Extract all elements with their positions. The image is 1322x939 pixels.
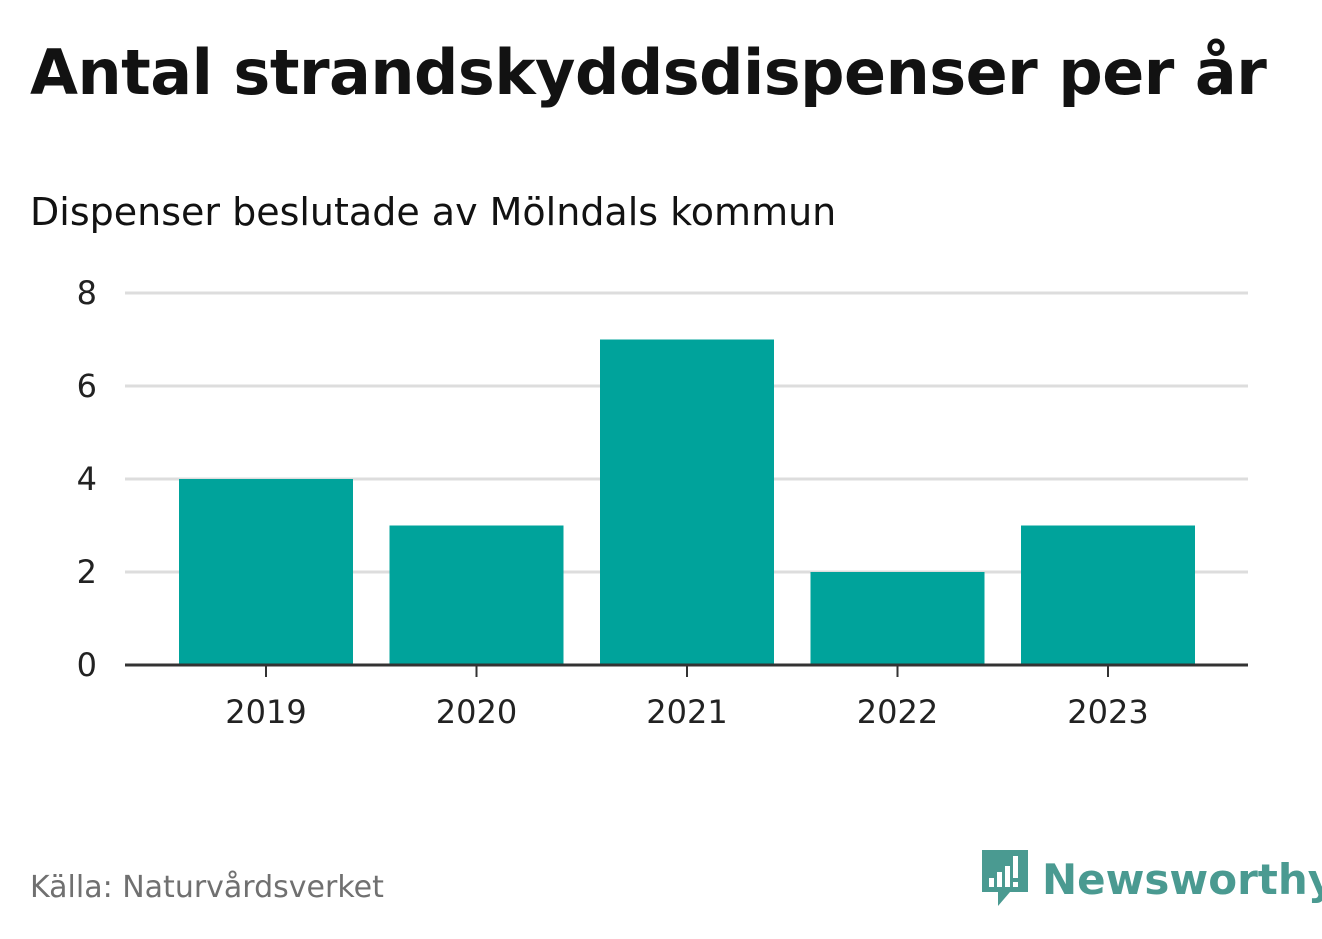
brand-name: Newsworthy xyxy=(1042,854,1322,904)
y-tick-label: 4 xyxy=(77,460,97,498)
y-tick-label: 2 xyxy=(77,553,97,591)
bars xyxy=(179,339,1195,666)
x-tick-label: 2021 xyxy=(646,693,727,731)
source-note: Källa: Naturvårdsverket xyxy=(30,870,384,905)
chart-title: Antal strandskyddsdispenser per år xyxy=(30,36,1267,109)
x-tick-label: 2019 xyxy=(225,693,306,731)
bar-2019[interactable] xyxy=(179,479,353,665)
bar-2020[interactable] xyxy=(389,525,564,666)
newsworthy-logo-icon xyxy=(982,850,1028,906)
bar-2023[interactable] xyxy=(1021,525,1195,666)
y-tick-label: 0 xyxy=(77,646,97,684)
bar-2022[interactable] xyxy=(810,572,985,665)
x-tick-label: 2022 xyxy=(857,693,938,731)
x-axis xyxy=(125,663,1248,677)
bar-2021[interactable] xyxy=(600,339,774,666)
tick-labels: 0 2 4 6 8 2019 2020 2021 2022 2023 xyxy=(77,274,1149,731)
y-tick-label: 6 xyxy=(77,367,97,405)
x-tick-label: 2023 xyxy=(1067,693,1148,731)
x-tick-label: 2020 xyxy=(436,693,517,731)
chart-subtitle: Dispenser beslutade av Mölndals kommun xyxy=(30,190,837,234)
y-tick-label: 8 xyxy=(77,274,97,312)
brand-logo[interactable]: Newsworthy xyxy=(980,848,1322,910)
